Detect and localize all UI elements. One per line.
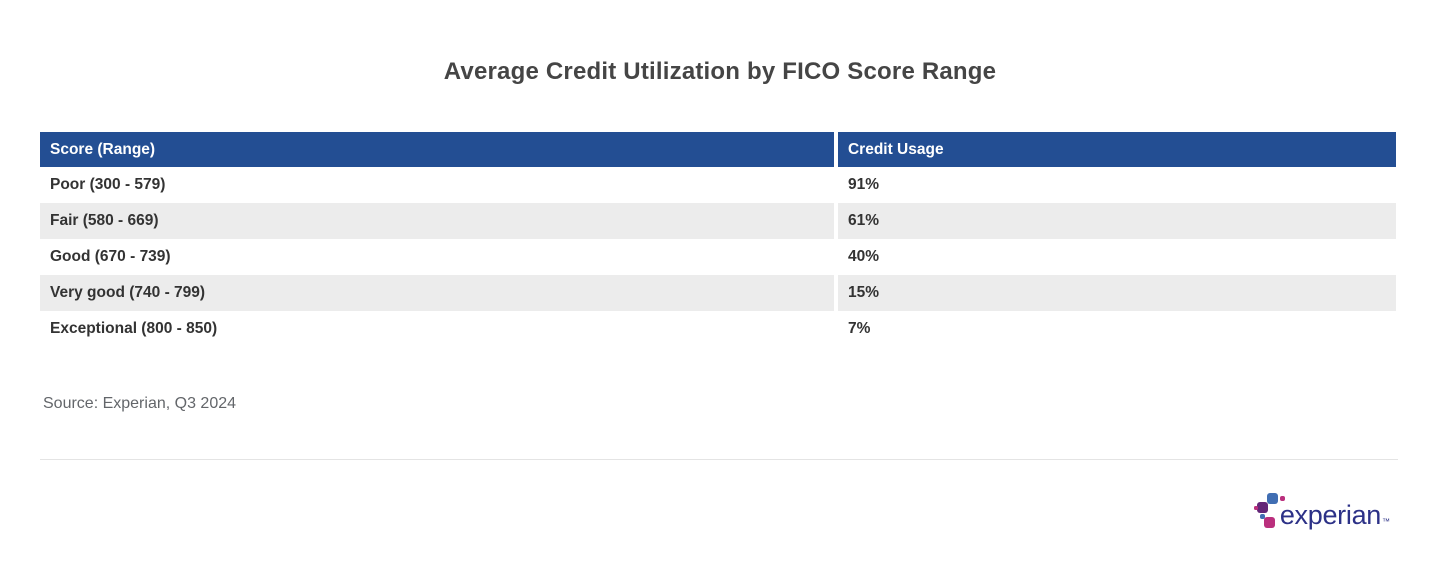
logo-magenta-dot-top bbox=[1279, 496, 1285, 501]
table-row: Good (670 - 739) 40% bbox=[40, 239, 1396, 275]
table-row: Fair (580 - 669) 61% bbox=[40, 203, 1396, 239]
logo-magenta-dot-left bbox=[1253, 506, 1258, 510]
table-header-row: Score (Range) Credit Usage bbox=[40, 132, 1396, 167]
table-row: Exceptional (800 - 850) 7% bbox=[40, 311, 1396, 347]
footer: experian ™ bbox=[0, 488, 1440, 530]
infographic-page: Average Credit Utilization by FICO Score… bbox=[0, 58, 1440, 571]
logo-blue-dot-bottom bbox=[1259, 514, 1265, 519]
score-range-cell: Very good (740 - 799) bbox=[40, 275, 836, 311]
logo-magenta-square bbox=[1263, 517, 1275, 528]
score-range-cell: Good (670 - 739) bbox=[40, 239, 836, 275]
table-header: Score (Range) Credit Usage bbox=[40, 132, 1396, 167]
score-range-cell: Poor (300 - 579) bbox=[40, 167, 836, 203]
score-range-cell: Exceptional (800 - 850) bbox=[40, 311, 836, 347]
experian-logo-icon bbox=[1253, 488, 1285, 530]
footer-divider bbox=[40, 459, 1398, 460]
table-row: Poor (300 - 579) 91% bbox=[40, 167, 1396, 203]
experian-wordmark: experian bbox=[1279, 500, 1381, 530]
page-title: Average Credit Utilization by FICO Score… bbox=[443, 58, 997, 85]
logo-blue-square bbox=[1266, 493, 1278, 504]
credit-usage-cell: 91% bbox=[833, 167, 1396, 203]
experian-logo: experian ™ bbox=[1253, 488, 1390, 530]
column-header-score-range: Score (Range) bbox=[40, 132, 836, 167]
score-range-cell: Fair (580 - 669) bbox=[40, 203, 836, 239]
credit-usage-cell: 7% bbox=[833, 311, 1396, 347]
credit-utilization-table: Score (Range) Credit Usage Poor (300 - 5… bbox=[40, 132, 1396, 347]
column-header-credit-usage: Credit Usage bbox=[833, 132, 1396, 167]
trademark-symbol: ™ bbox=[1382, 517, 1390, 526]
logo-purple-square bbox=[1256, 502, 1268, 513]
credit-usage-cell: 61% bbox=[833, 203, 1396, 239]
table-body: Poor (300 - 579) 91% Fair (580 - 669) 61… bbox=[40, 167, 1396, 347]
credit-usage-cell: 15% bbox=[833, 275, 1396, 311]
table-row: Very good (740 - 799) 15% bbox=[40, 275, 1396, 311]
source-attribution: Source: Experian, Q3 2024 bbox=[43, 395, 237, 412]
credit-usage-cell: 40% bbox=[833, 239, 1396, 275]
